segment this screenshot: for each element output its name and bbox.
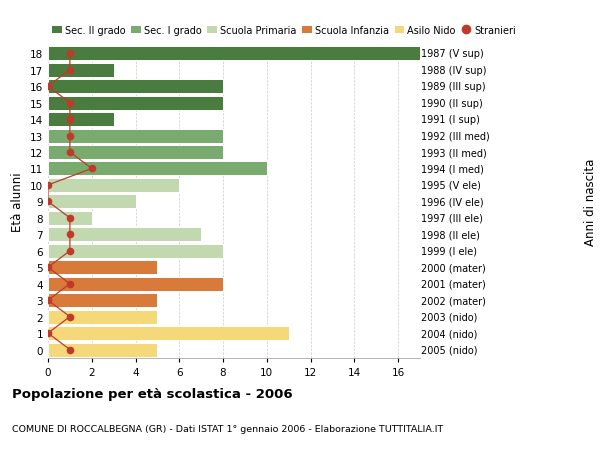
Text: 1992 (III med): 1992 (III med) [421,131,490,141]
Text: 1987 (V sup): 1987 (V sup) [421,49,484,59]
Text: 1989 (III sup): 1989 (III sup) [421,82,485,92]
Text: 2005 (nido): 2005 (nido) [421,345,477,355]
Bar [48,261,157,274]
Text: 1988 (IV sup): 1988 (IV sup) [421,66,486,76]
Bar [48,294,157,308]
Legend: Sec. II grado, Sec. I grado, Scuola Primaria, Scuola Infanzia, Asilo Nido, Stran: Sec. II grado, Sec. I grado, Scuola Prim… [48,22,520,39]
Bar [48,277,223,291]
Bar [48,212,92,225]
Bar [48,146,223,160]
Text: 1998 (II ele): 1998 (II ele) [421,230,479,240]
Text: 2001 (mater): 2001 (mater) [421,279,485,289]
Text: 1997 (III ele): 1997 (III ele) [421,213,482,224]
Bar [48,244,223,258]
Bar [48,162,267,176]
Text: 2003 (nido): 2003 (nido) [421,312,477,322]
Bar [48,310,157,324]
Bar [48,343,157,357]
Bar [48,96,223,110]
Bar [48,179,179,192]
Bar [48,113,113,127]
Text: Anni di nascita: Anni di nascita [584,158,598,246]
Bar [48,63,113,78]
Text: 1993 (II med): 1993 (II med) [421,148,487,158]
Y-axis label: Età alunni: Età alunni [11,172,25,232]
Text: 2002 (mater): 2002 (mater) [421,296,485,306]
Text: COMUNE DI ROCCALBEGNA (GR) - Dati ISTAT 1° gennaio 2006 - Elaborazione TUTTITALI: COMUNE DI ROCCALBEGNA (GR) - Dati ISTAT … [12,425,443,433]
Text: 1994 (I med): 1994 (I med) [421,164,484,174]
Text: 1990 (II sup): 1990 (II sup) [421,98,482,108]
Bar [48,47,420,61]
Text: 2004 (nido): 2004 (nido) [421,328,477,338]
Text: 1995 (V ele): 1995 (V ele) [421,180,481,190]
Text: 1991 (I sup): 1991 (I sup) [421,115,479,125]
Bar [48,80,223,94]
Bar [48,195,136,209]
Text: Popolazione per età scolastica - 2006: Popolazione per età scolastica - 2006 [12,387,293,400]
Text: 1996 (IV ele): 1996 (IV ele) [421,197,483,207]
Text: 2000 (mater): 2000 (mater) [421,263,485,273]
Bar [48,129,223,143]
Bar [48,326,289,341]
Bar [48,228,201,242]
Text: 1999 (I ele): 1999 (I ele) [421,246,476,256]
